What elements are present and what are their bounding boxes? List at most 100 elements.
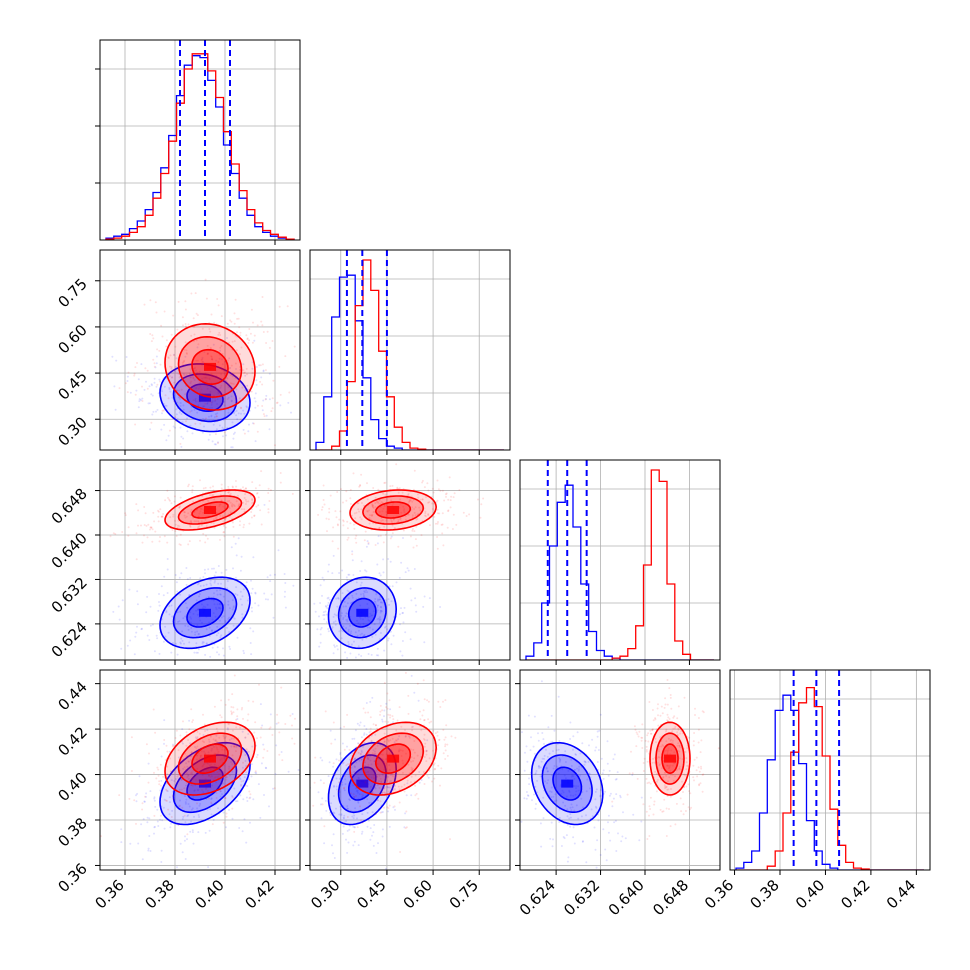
scatter-point bbox=[599, 854, 602, 856]
scatter-point bbox=[182, 360, 185, 363]
scatter-point bbox=[541, 757, 544, 760]
scatter-point bbox=[480, 503, 483, 506]
scatter-point bbox=[432, 749, 434, 752]
scatter-point bbox=[170, 376, 173, 379]
scatter-point bbox=[220, 699, 223, 702]
scatter-point bbox=[339, 753, 342, 756]
scatter-point bbox=[349, 602, 352, 605]
scatter-point bbox=[413, 511, 416, 514]
scatter-point bbox=[346, 713, 349, 716]
scatter-point bbox=[488, 786, 490, 788]
scatter-point bbox=[242, 717, 244, 720]
tick-label-y: 0.640 bbox=[48, 529, 91, 572]
scatter-point bbox=[137, 406, 140, 409]
scatter-point bbox=[364, 768, 367, 771]
scatter-point bbox=[219, 538, 221, 541]
scatter-point bbox=[201, 363, 203, 366]
scatter-point bbox=[361, 821, 364, 824]
scatter-point bbox=[444, 493, 447, 496]
scatter-point bbox=[210, 401, 213, 404]
scatter-point bbox=[647, 740, 650, 743]
scatter-point bbox=[586, 778, 589, 781]
scatter-point bbox=[225, 778, 228, 781]
scatter-point bbox=[163, 798, 166, 801]
scatter-point bbox=[284, 355, 287, 358]
scatter-point bbox=[160, 385, 163, 388]
scatter-point bbox=[421, 481, 424, 484]
scatter-point bbox=[231, 486, 234, 489]
scatter-point bbox=[507, 788, 509, 790]
scatter-point bbox=[287, 770, 290, 773]
scatter-point bbox=[218, 607, 221, 610]
scatter-point bbox=[358, 793, 361, 796]
scatter-point bbox=[124, 512, 127, 515]
scatter-point bbox=[418, 771, 421, 773]
scatter-point bbox=[206, 537, 209, 540]
scatter-point bbox=[694, 714, 696, 716]
scatter-point bbox=[111, 355, 114, 358]
scatter-point bbox=[254, 440, 257, 443]
scatter-point bbox=[352, 817, 355, 820]
scatter-point bbox=[373, 824, 376, 826]
scatter-point bbox=[374, 496, 377, 499]
scatter-point bbox=[575, 804, 578, 807]
scatter-point bbox=[371, 628, 374, 631]
scatter-point bbox=[367, 819, 370, 822]
scatter-point bbox=[425, 760, 428, 763]
scatter-point bbox=[332, 762, 335, 765]
scatter-point bbox=[345, 664, 347, 666]
scatter-point bbox=[414, 514, 417, 517]
scatter-point bbox=[337, 790, 340, 793]
scatter-point bbox=[166, 765, 169, 768]
scatter-point bbox=[676, 744, 679, 747]
scatter-point bbox=[249, 793, 252, 796]
scatter-point bbox=[338, 518, 341, 521]
scatter-point bbox=[386, 707, 389, 710]
scatter-point bbox=[439, 784, 441, 787]
scatter-point bbox=[343, 748, 346, 751]
scatter-point bbox=[209, 330, 212, 333]
scatter-point bbox=[232, 433, 235, 435]
scatter-point bbox=[596, 730, 599, 733]
scatter-point bbox=[194, 778, 197, 781]
scatter-point bbox=[184, 308, 187, 311]
scatter-point bbox=[401, 749, 404, 752]
scatter-point bbox=[268, 805, 270, 808]
panel-2-2 bbox=[519, 459, 721, 665]
scatter-point bbox=[415, 792, 418, 795]
scatter-point bbox=[248, 522, 251, 525]
scatter-point bbox=[207, 596, 210, 599]
scatter-point bbox=[428, 597, 431, 600]
scatter-point bbox=[233, 787, 236, 790]
scatter-point bbox=[158, 652, 161, 655]
scatter-point bbox=[162, 513, 165, 515]
scatter-point bbox=[546, 770, 549, 773]
scatter-point bbox=[227, 600, 230, 603]
scatter-point bbox=[187, 543, 190, 546]
scatter-point bbox=[239, 794, 242, 797]
scatter-point bbox=[205, 525, 208, 528]
scatter-point bbox=[340, 782, 343, 785]
scatter-point bbox=[421, 498, 424, 501]
scatter-point bbox=[210, 403, 213, 406]
scatter-point bbox=[186, 838, 188, 841]
scatter-point bbox=[693, 779, 695, 782]
scatter-point bbox=[542, 738, 545, 741]
panel-0-0 bbox=[95, 39, 301, 245]
scatter-point bbox=[194, 397, 197, 400]
scatter-point bbox=[408, 499, 411, 502]
scatter-point bbox=[386, 738, 389, 741]
scatter-point bbox=[347, 630, 350, 633]
scatter-point bbox=[223, 531, 225, 533]
scatter-point bbox=[413, 568, 416, 570]
scatter-point bbox=[121, 599, 124, 602]
scatter-point bbox=[564, 761, 567, 763]
scatter-point bbox=[185, 772, 188, 775]
scatter-point bbox=[168, 499, 171, 502]
scatter-point bbox=[250, 516, 253, 519]
scatter-point bbox=[148, 503, 150, 505]
scatter-point bbox=[249, 494, 252, 497]
scatter-point bbox=[645, 749, 648, 751]
scatter-point bbox=[321, 803, 324, 806]
scatter-point bbox=[262, 369, 265, 372]
